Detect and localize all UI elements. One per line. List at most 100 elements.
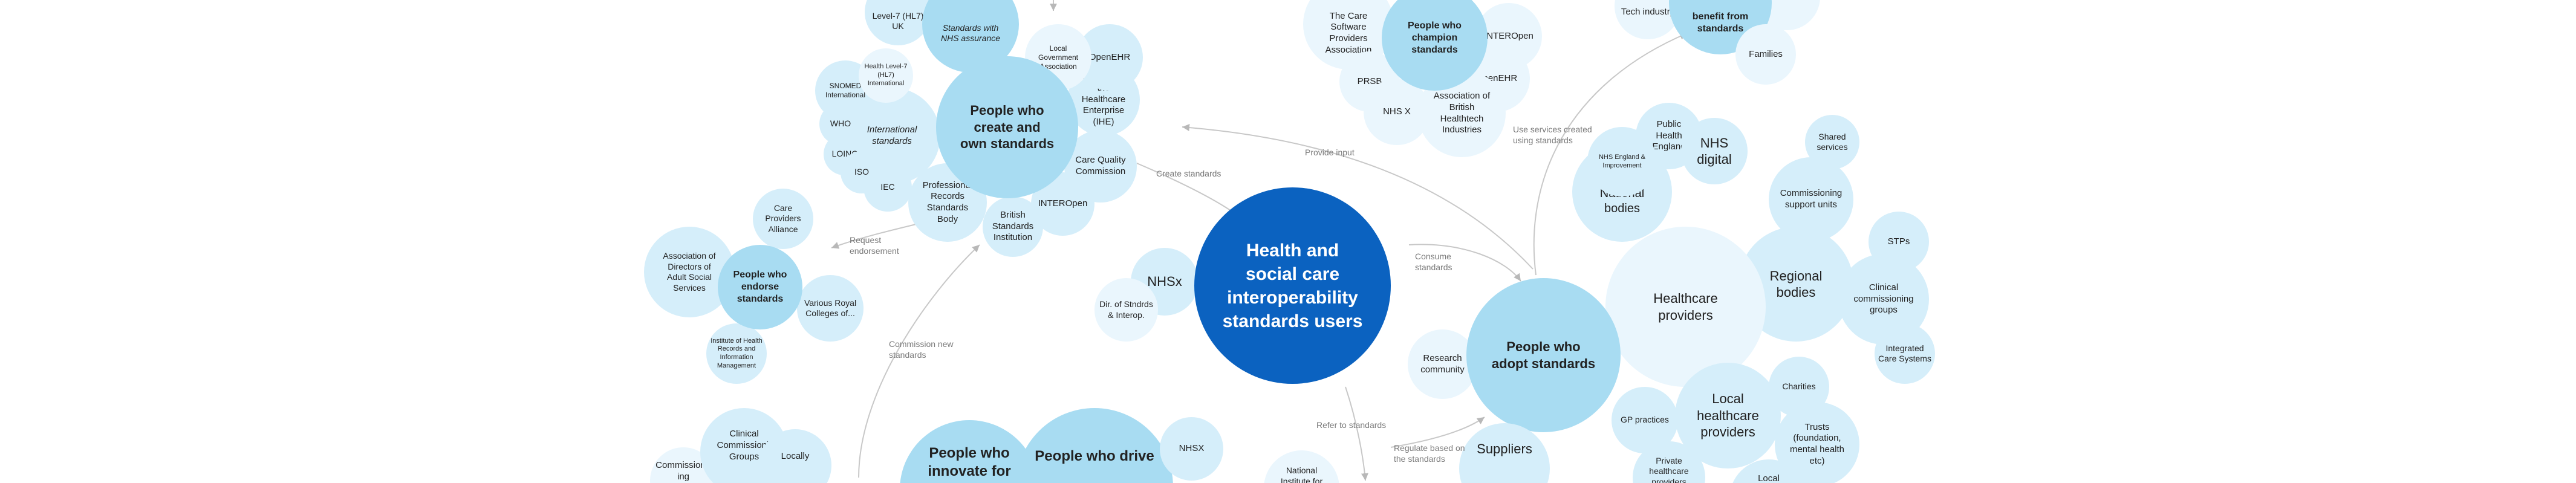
group-label: People who endorse standards: [733, 270, 787, 304]
node-label: NHS digital: [1697, 135, 1732, 167]
group-champion[interactable]: People who champion standards: [1382, 0, 1488, 91]
group-create-own[interactable]: People who create and own standards: [936, 56, 1078, 198]
subgroup-healthcare-providers[interactable]: Healthcare providers: [1605, 227, 1766, 387]
group-label: People who create and own standards: [960, 103, 1055, 152]
link-label-consume-standards: Consume standards: [1415, 251, 1463, 273]
node-label: Commission -ing: [655, 460, 711, 482]
node-label: NHSx: [1147, 274, 1182, 290]
connector-use-services: [1533, 33, 1688, 276]
node-label: International standards: [867, 125, 917, 146]
node-prsb[interactable]: Professional Records Standards Body: [908, 163, 987, 242]
node-label: Suppliers: [1477, 441, 1532, 456]
node-label: Trusts (foundation, mental health etc): [1789, 421, 1845, 466]
node-nhsei[interactable]: NHS England & Improvement: [1587, 127, 1657, 196]
node-label: Level-7 (HL7) UK: [872, 10, 924, 31]
connector-create-standards: [1136, 163, 1237, 215]
node-label: Local healthcare providers: [1697, 391, 1759, 440]
connector-provide-input: [1182, 123, 1534, 270]
node-care-providers-alliance[interactable]: Care Providers Alliance: [753, 189, 813, 249]
node-label: Local: [1758, 473, 1780, 483]
node-label: INTEROpen: [1038, 198, 1088, 209]
node-label: ISO: [854, 167, 870, 177]
node-label: Charities: [1782, 381, 1816, 392]
node-label: Private healthcare providers: [1649, 455, 1689, 483]
link-label-commission: Commission new standards: [889, 339, 955, 360]
connector-refer: [1345, 386, 1368, 481]
node-label: The Care Software Providers Association: [1325, 10, 1372, 55]
node-ihrim[interactable]: Institute of Health Records and Informat…: [706, 323, 767, 384]
link-label-provide-input: Provide input: [1305, 147, 1355, 157]
center-hub[interactable]: Health and social care interoperability …: [1194, 187, 1391, 384]
subgroup-local-healthcare-providers[interactable]: Local healthcare providers: [1675, 363, 1781, 468]
node-cqc[interactable]: Care Quality Commission: [1064, 130, 1137, 203]
connector-consume-standards: [1408, 244, 1521, 282]
node-label: INTEROpen: [1484, 30, 1534, 41]
node-label: Clinical Commissioning Groups: [717, 429, 779, 462]
node-royal-colleges[interactable]: Various Royal Colleges of...: [797, 275, 864, 342]
node-label: Care Providers Alliance: [765, 203, 801, 234]
node-iec[interactable]: IEC: [864, 163, 912, 212]
node-label: Various Royal Colleges of...: [804, 297, 857, 319]
node-label: IEC: [880, 182, 895, 192]
link-label-create-standards: Create standards: [1156, 169, 1221, 178]
node-label: Shared services: [1817, 131, 1848, 152]
node-label: Care Quality Commission: [1075, 155, 1126, 177]
node-label: Tech industry: [1621, 6, 1675, 17]
node-label: Institute of Health Records and Informat…: [711, 337, 763, 369]
node-label: STPs: [1887, 236, 1910, 247]
node-label: Locally: [781, 450, 810, 461]
node-label: Clinical commissioning groups: [1853, 282, 1914, 316]
group-label: People who drive: [1035, 448, 1154, 464]
node-locally[interactable]: Locally: [759, 429, 831, 483]
node-label: Regional bodies: [1769, 268, 1823, 300]
node-label: Dir. of Stndrds & Interop.: [1099, 299, 1153, 320]
node-label: NHSX: [1179, 443, 1205, 454]
hub-label: Health and social care interoperability …: [1222, 240, 1363, 331]
group-drive[interactable]: People who drive: [1016, 408, 1173, 483]
link-label-request-endorsement: Request endorsement: [850, 235, 907, 256]
connector-regulate: [1390, 417, 1485, 448]
node-openehr-create[interactable]: OpenEHR: [1076, 24, 1143, 91]
node-adass[interactable]: Association of Directors of Adult Social…: [644, 227, 735, 317]
node-ics[interactable]: Integrated Care Systems: [1875, 323, 1935, 384]
node-label: National Institute for: [1280, 465, 1323, 483]
node-label: Commissioning support units: [1780, 188, 1843, 210]
node-label: Research community: [1420, 352, 1465, 375]
node-label: Health Level-7 (HL7) International: [864, 63, 908, 87]
node-hl7-international[interactable]: Health Level-7 (HL7) International: [859, 48, 913, 103]
node-label: Professional Records Standards Body: [922, 180, 973, 224]
node-label: Local Government Association: [1038, 44, 1079, 71]
node-nhs-digital[interactable]: NHS digital: [1681, 118, 1748, 184]
link-label-regulate: Regulate based on the standards: [1394, 442, 1475, 464]
group-label: People who innovate for: [928, 445, 1011, 479]
connector-commission: [858, 244, 980, 478]
node-label: Association of Directors of Adult Social…: [663, 251, 716, 293]
link-label-text: Use services created using standards: [1513, 125, 1592, 146]
node-label: Association of British Healthtech Indust…: [1433, 91, 1491, 135]
node-label: NHS X: [1383, 106, 1411, 117]
node-nhsx-bottom[interactable]: NHSX: [1160, 417, 1223, 481]
node-label: Standards with NHS assurance: [940, 22, 1001, 44]
group-adopt[interactable]: People who adopt standards: [1466, 278, 1621, 432]
link-label-text: Regulate based on the standards: [1394, 443, 1465, 464]
node-label: British Standards Institution: [992, 209, 1034, 243]
group-label: People who adopt standards: [1491, 339, 1596, 371]
node-families[interactable]: Families: [1735, 24, 1796, 85]
link-label-refer: Refer to standards: [1316, 420, 1387, 430]
node-label: Families: [1749, 48, 1783, 59]
link-label-text: Commission new standards: [889, 339, 954, 360]
group-label: People who champion standards: [1408, 20, 1462, 55]
node-label: Public Health England: [1652, 118, 1686, 152]
link-label-text: Request endorsement: [850, 235, 899, 256]
node-label: PRSB: [1357, 76, 1382, 86]
node-research-community[interactable]: Research community: [1408, 329, 1477, 399]
node-label: OpenEHR: [1088, 51, 1131, 62]
node-dsi[interactable]: Dir. of Stndrds & Interop.: [1094, 278, 1158, 342]
node-label: Healthcare providers: [1653, 291, 1718, 323]
group-endorse[interactable]: People who endorse standards: [718, 245, 802, 329]
node-label: Integrated Care Systems: [1878, 343, 1931, 364]
link-label-text: Consume standards: [1415, 251, 1452, 273]
link-label-use-services: Use services created using standards: [1513, 124, 1598, 146]
